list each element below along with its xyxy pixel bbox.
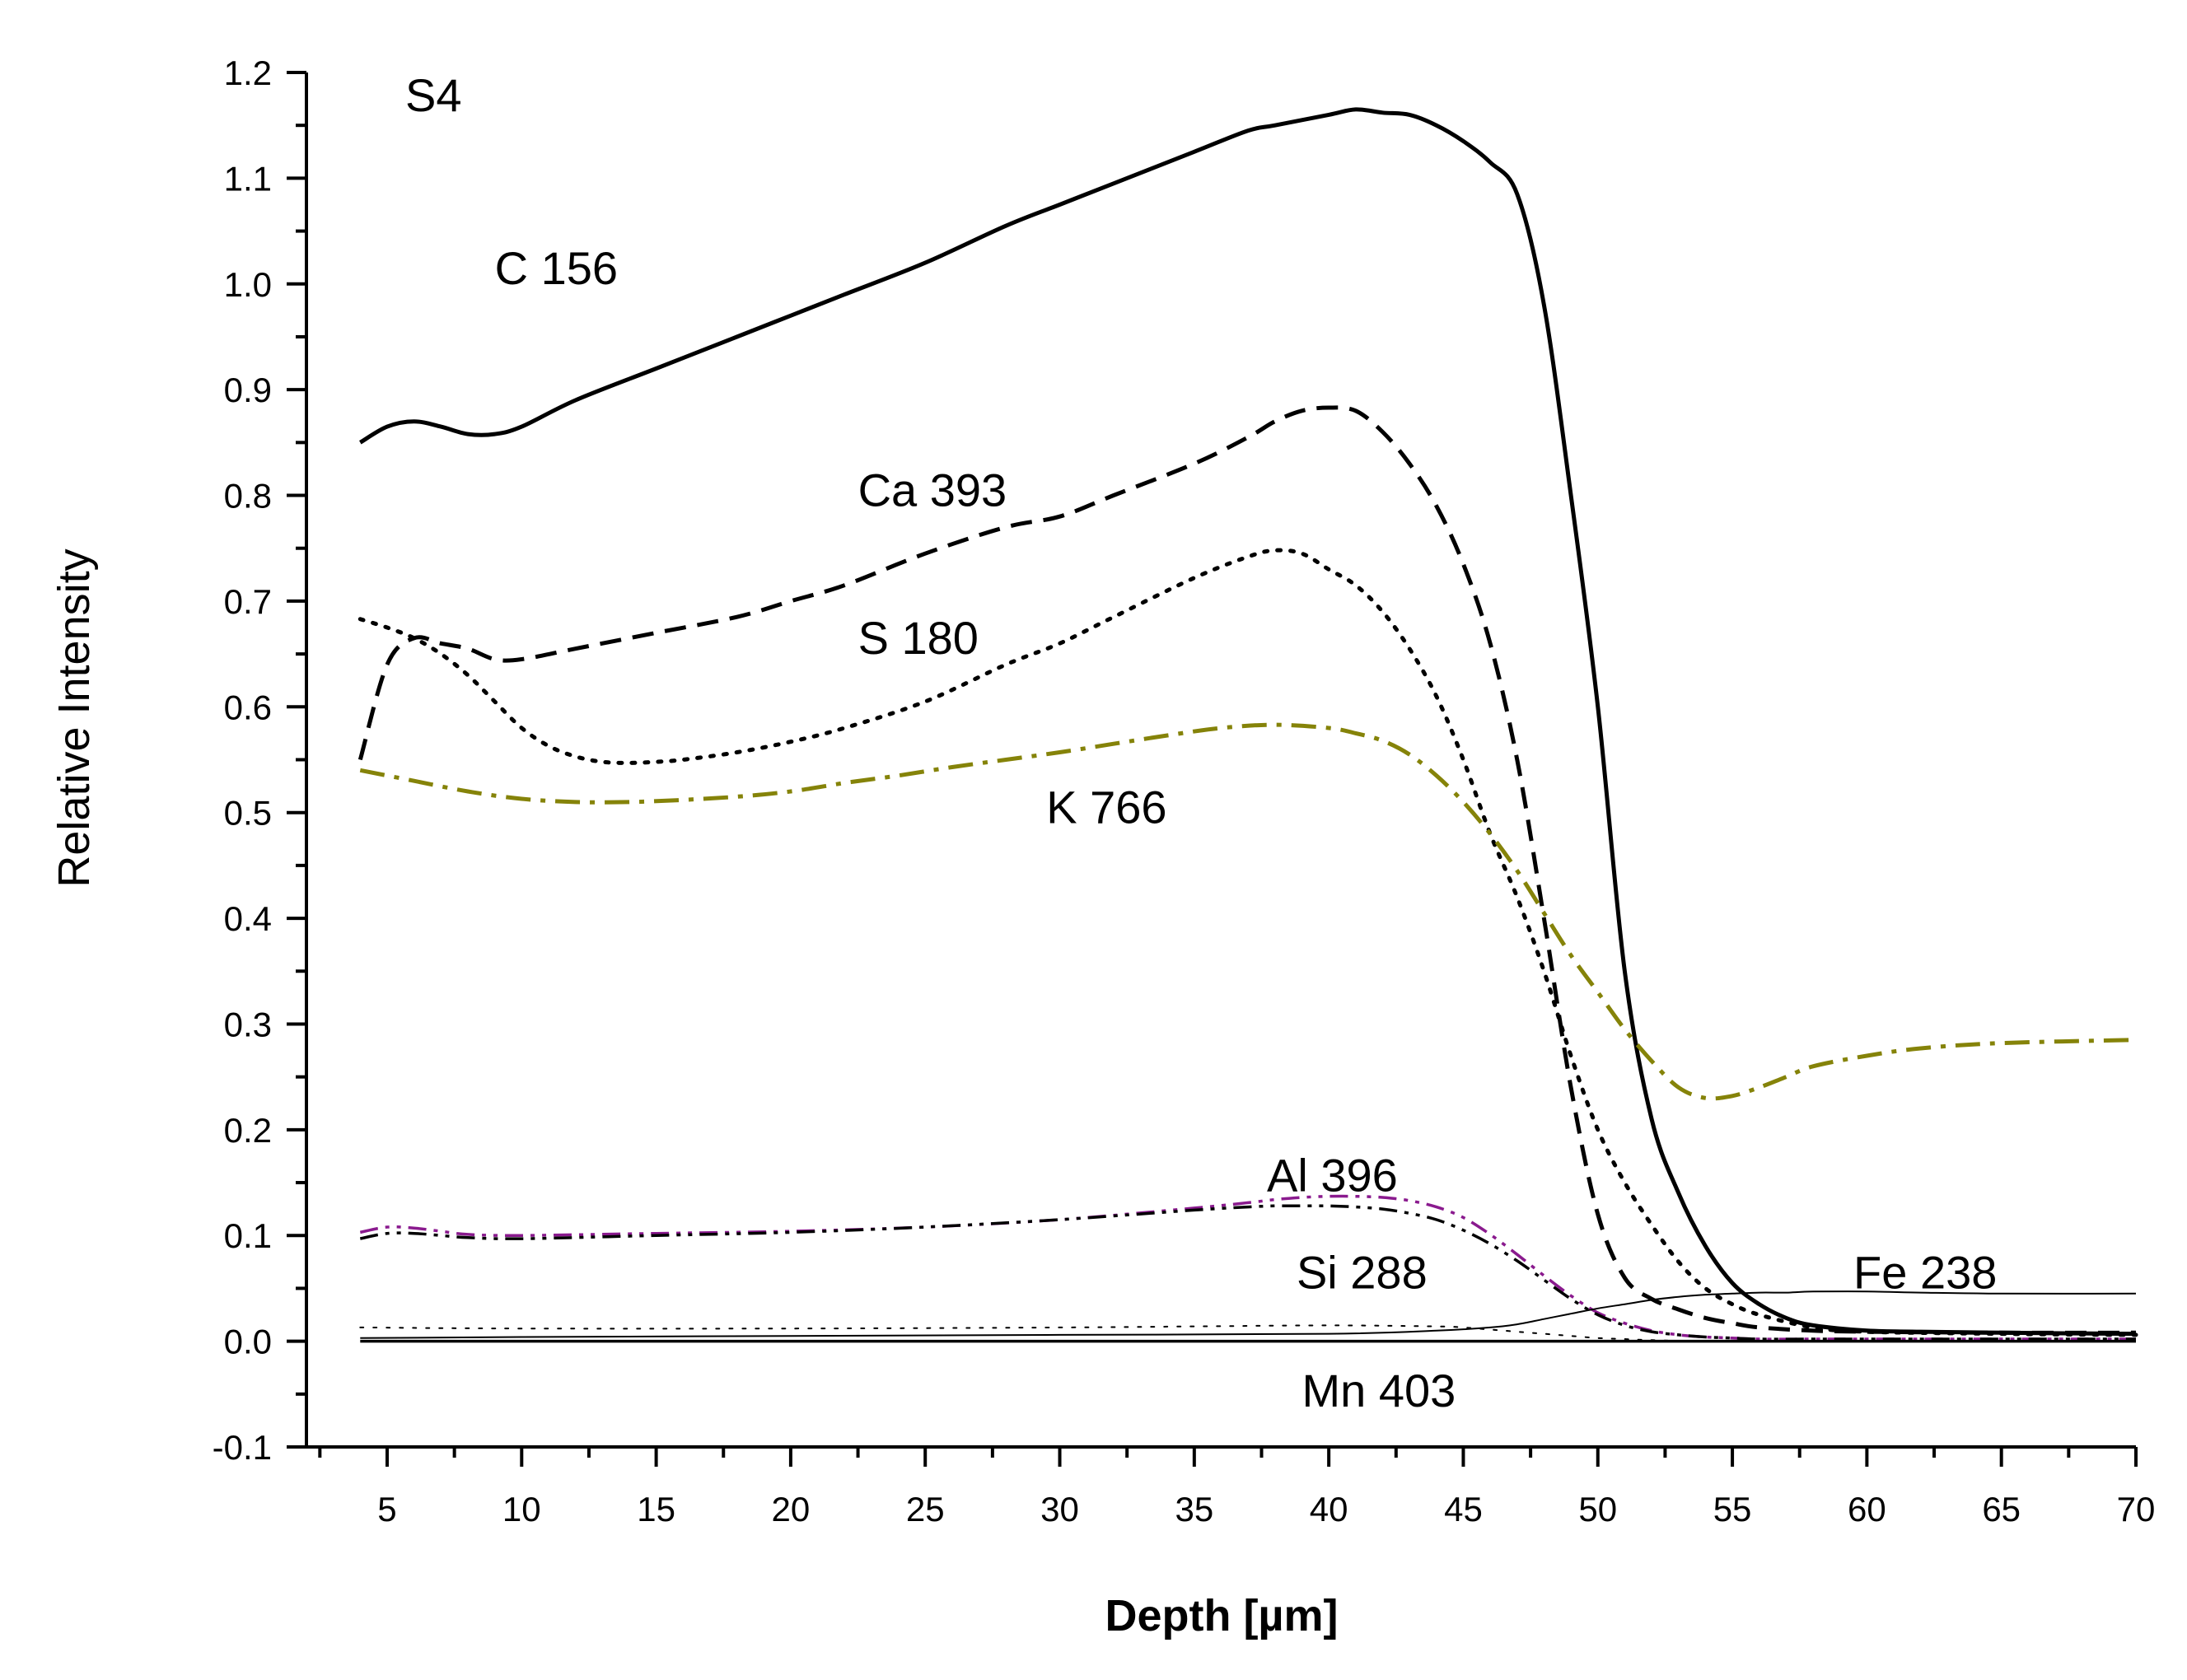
x-tick-label: 40 [1310, 1490, 1348, 1528]
x-tick-label: 30 [1040, 1490, 1079, 1528]
axes: -0.1 0.0 0.1 0.2 0.3 0.4 0.5 0.6 0.7 0.8 0.9 1.0 1.1… [213, 54, 2156, 1528]
x-tick-label: 50 [1578, 1490, 1617, 1528]
series-line-fe-238 [360, 1290, 2137, 1339]
series-label-s-180: S 180 [858, 612, 979, 664]
y-tick-label: 0.0 [224, 1323, 272, 1361]
y-tick-label: 1.2 [224, 54, 272, 92]
series-label-fe-238: Fe 238 [1853, 1246, 1997, 1298]
y-tick-label: 0.9 [224, 371, 272, 409]
y-tick-label: 0.6 [224, 688, 272, 726]
y-tick-label: 0.3 [224, 1005, 272, 1043]
series-label-c-156: C 156 [495, 242, 618, 294]
x-tick-label: 25 [906, 1490, 945, 1528]
series-label-al-396: Al 396 [1267, 1149, 1398, 1201]
y-tick-label: 0.7 [224, 582, 272, 621]
series-line-ca-393 [357, 405, 2137, 1335]
y-tick-label: 0.2 [224, 1111, 272, 1150]
series-label-ca-393: Ca 393 [858, 464, 1007, 516]
series-line-si-288 [359, 1204, 2136, 1341]
x-tick-label: 5 [377, 1490, 396, 1528]
x-tick-label: 70 [2117, 1490, 2156, 1528]
y-axis-title: Relative Intensity [49, 548, 99, 887]
x-tick-label: 55 [1713, 1490, 1752, 1528]
series-label-k-766: K 766 [1046, 782, 1166, 833]
x-tick-label: 45 [1444, 1490, 1483, 1528]
x-tick-label: 65 [1982, 1490, 2021, 1528]
series-line-al-396 [359, 1194, 2136, 1341]
x-tick-label: 10 [502, 1490, 541, 1528]
series-label-mn-403: Mn 403 [1301, 1365, 1456, 1416]
series-lines [357, 107, 2138, 1343]
x-tick-label: 20 [772, 1490, 811, 1528]
y-tick-label: 0.4 [224, 899, 272, 938]
series-line-k-766 [359, 722, 2137, 1101]
y-tick-label: -0.1 [213, 1428, 272, 1467]
y-tick-label: 0.1 [224, 1216, 272, 1255]
series-line-c-156 [359, 107, 2137, 1337]
x-tick-label: 15 [637, 1490, 675, 1528]
x-axis-title: Depth [µm] [1105, 1591, 1338, 1640]
series-line-s-180 [357, 548, 2138, 1337]
series-labels: C 156 Ca 393 S 180 K 766 Al 396 Si 288 Fe 238 M… [495, 242, 1998, 1416]
x-tick-label: 35 [1175, 1490, 1213, 1528]
series-label-si-288: Si 288 [1297, 1246, 1428, 1298]
y-tick-label: 0.8 [224, 477, 272, 516]
y-tick-label: 1.1 [224, 159, 272, 198]
y-tick-label: 1.0 [224, 265, 272, 304]
chart-title: S4 [405, 69, 462, 121]
x-tick-label: 60 [1848, 1490, 1886, 1528]
y-tick-label: 0.5 [224, 794, 272, 833]
